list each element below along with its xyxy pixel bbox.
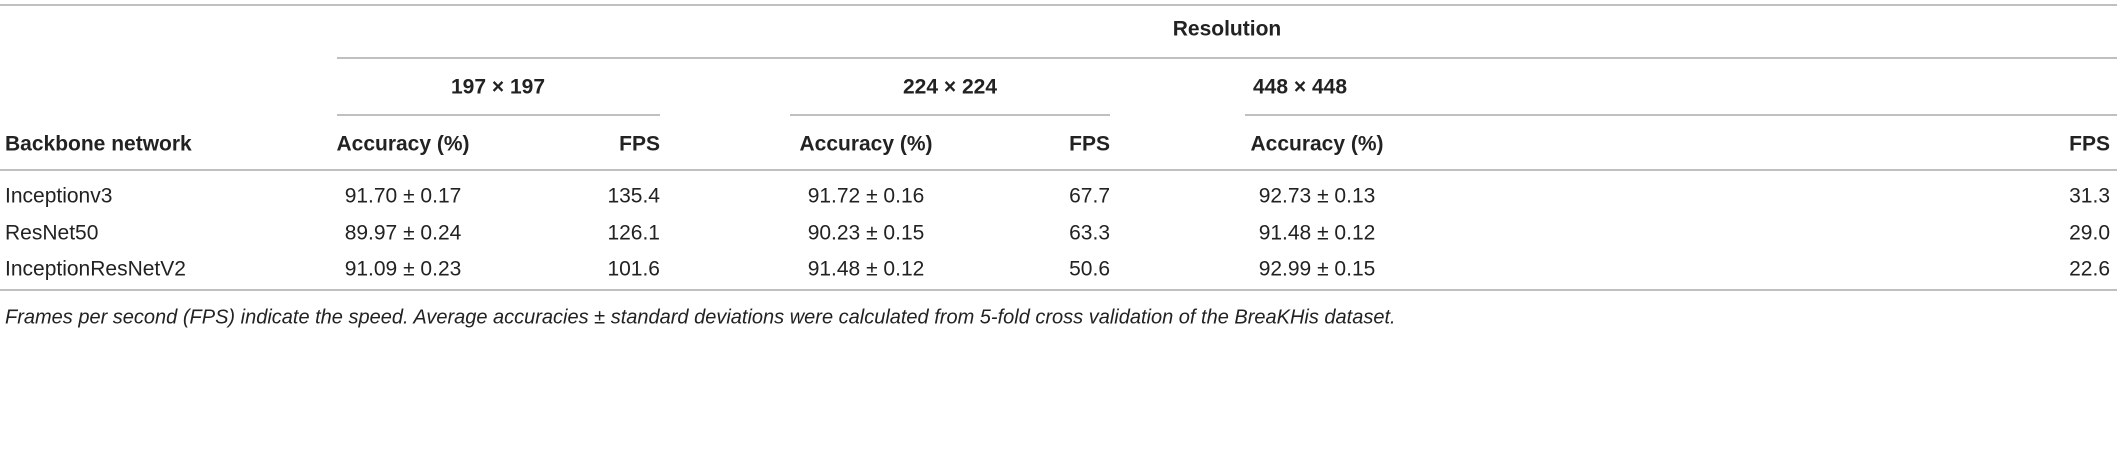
cell: 126.1 bbox=[607, 222, 660, 245]
cell: 90.23 ± 0.15 bbox=[808, 222, 925, 245]
cell: 101.6 bbox=[607, 258, 660, 281]
spanner: Resolution bbox=[1173, 18, 1282, 41]
cell: InceptionResNetV2 bbox=[5, 258, 186, 281]
column-header: FPS bbox=[1069, 133, 1110, 156]
cell: 31.3 bbox=[2069, 185, 2110, 208]
group-header: 224 × 224 bbox=[903, 76, 997, 99]
column-header: FPS bbox=[2069, 133, 2110, 156]
cell: 91.72 ± 0.16 bbox=[808, 185, 925, 208]
footnote: Frames per second (FPS) indicate the spe… bbox=[5, 306, 1396, 328]
cell: 91.48 ± 0.12 bbox=[808, 258, 925, 281]
cell: ResNet50 bbox=[5, 222, 98, 245]
cell: Inceptionv3 bbox=[5, 185, 112, 208]
column-header: Accuracy (%) bbox=[799, 133, 932, 156]
column-header: Backbone network bbox=[5, 133, 192, 156]
cell: 91.09 ± 0.23 bbox=[345, 258, 462, 281]
cell: 135.4 bbox=[607, 185, 660, 208]
column-header: Accuracy (%) bbox=[1250, 133, 1383, 156]
cell: 29.0 bbox=[2069, 222, 2110, 245]
cell: 91.70 ± 0.17 bbox=[345, 185, 462, 208]
group-header: 448 × 448 bbox=[1253, 76, 1347, 99]
cell: 67.7 bbox=[1069, 185, 1110, 208]
cell: 91.48 ± 0.12 bbox=[1259, 222, 1376, 245]
column-header: Accuracy (%) bbox=[336, 133, 469, 156]
cell: 22.6 bbox=[2069, 258, 2110, 281]
cell: 92.73 ± 0.13 bbox=[1259, 185, 1376, 208]
column-header: FPS bbox=[619, 133, 660, 156]
cell: 63.3 bbox=[1069, 222, 1110, 245]
cell: 92.99 ± 0.15 bbox=[1259, 258, 1376, 281]
cell: 89.97 ± 0.24 bbox=[345, 222, 462, 245]
group-header: 197 × 197 bbox=[451, 76, 545, 99]
cell: 50.6 bbox=[1069, 258, 1110, 281]
